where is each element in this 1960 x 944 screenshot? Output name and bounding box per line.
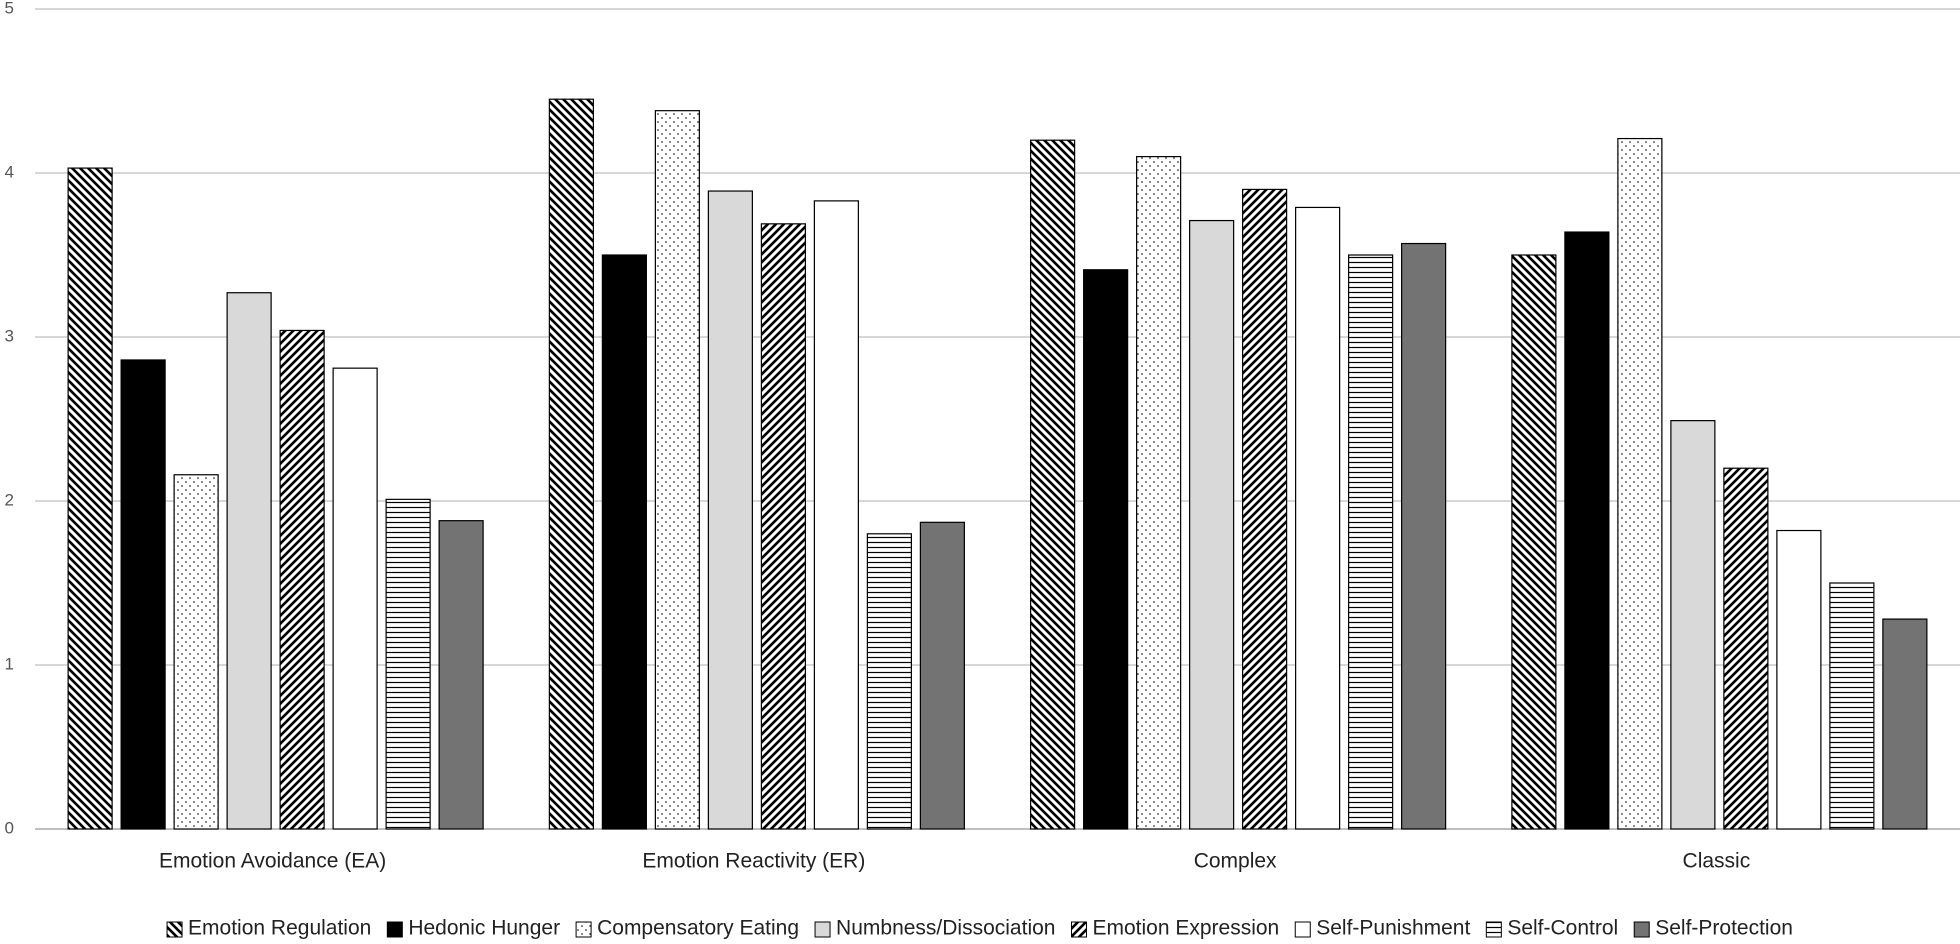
legend-swatch: [1294, 921, 1311, 938]
x-tick-label: Complex: [1194, 850, 1277, 873]
legend-label: Compensatory Eating: [597, 917, 799, 940]
bar: [385, 498, 431, 830]
legend-label: Emotion Regulation: [188, 917, 371, 940]
legend-swatch: [386, 921, 403, 938]
bar: [67, 167, 113, 830]
bar: [1723, 467, 1769, 830]
bar: [919, 521, 965, 830]
bar: [120, 359, 166, 830]
y-tick-label: 0: [5, 818, 14, 837]
y-tick-label: 2: [5, 490, 14, 509]
legend-label: Numbness/Dissociation: [836, 917, 1055, 940]
bar: [1776, 529, 1822, 830]
bar: [760, 223, 806, 830]
legend-swatch: [814, 921, 831, 938]
y-tick-label: 4: [5, 162, 14, 181]
bar: [173, 474, 219, 830]
legend-swatch: [1633, 921, 1650, 938]
legend-swatch: [166, 921, 183, 938]
bar: [279, 329, 325, 830]
bar: [548, 98, 594, 830]
bar: [707, 190, 753, 830]
legend-swatch: [1070, 921, 1087, 938]
legend-swatch: [1485, 921, 1502, 938]
bar: [1670, 420, 1716, 830]
bar: [1083, 269, 1129, 830]
bar: [1617, 137, 1663, 830]
bar: [1511, 254, 1557, 830]
x-tick-label: Classic: [1683, 850, 1751, 873]
bar: [226, 292, 272, 830]
bar: [438, 520, 484, 830]
bar: [1882, 618, 1928, 830]
bar: [866, 533, 912, 830]
bar: [813, 200, 859, 830]
legend-swatch: [575, 921, 592, 938]
legend-label: Self-Control: [1507, 917, 1618, 940]
bar: [1136, 156, 1182, 830]
bar: [1564, 231, 1610, 830]
legend-label: Self-Protection: [1655, 917, 1793, 940]
bar: [1189, 219, 1235, 830]
bar: [1030, 139, 1076, 830]
bar: [332, 367, 378, 830]
bar: [1829, 582, 1875, 830]
bar: [1348, 254, 1394, 830]
y-tick-label: 3: [5, 326, 14, 345]
y-tick-label: 1: [5, 654, 14, 673]
x-tick-label: Emotion Reactivity (ER): [642, 850, 865, 873]
y-tick-label: 5: [5, 0, 14, 17]
bar: [601, 254, 647, 830]
x-tick-label: Emotion Avoidance (EA): [159, 850, 386, 873]
legend-label: Self-Punishment: [1316, 917, 1470, 940]
legend-label: Hedonic Hunger: [408, 917, 560, 940]
bar: [1295, 206, 1341, 830]
bar: [1242, 188, 1288, 830]
bar: [1401, 242, 1447, 830]
legend-label: Emotion Expression: [1092, 917, 1279, 940]
bar: [654, 110, 700, 830]
